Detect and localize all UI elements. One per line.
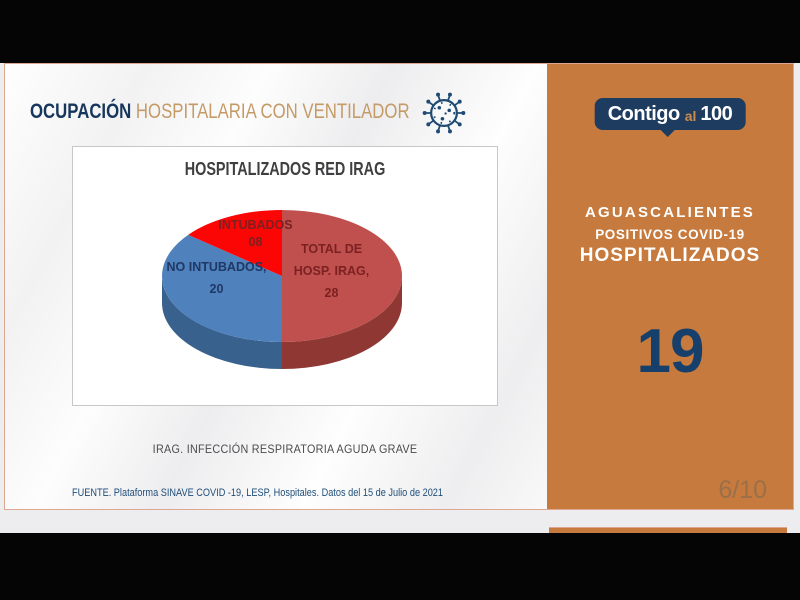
label-total-2: HOSP. IRAG, <box>294 264 369 278</box>
label-no-intubados: NO INTUBADOS, <box>167 260 267 274</box>
source-note: FUENTE. Plataforma SINAVE COVID -19, LES… <box>72 487 444 499</box>
slide-title-rest: HOSPITALARIA CON VENTILADOR <box>131 99 410 123</box>
logo-text-al: al <box>684 107 697 124</box>
hospitalizados-label: HOSPITALIZADOS <box>579 245 761 266</box>
label-total-value: 28 <box>325 286 339 300</box>
label-no-intubados-value: 20 <box>210 282 224 296</box>
next-slide-preview <box>549 527 787 533</box>
virus-icon <box>421 90 467 136</box>
slide: OCUPACIÓN HOSPITALARIA CON VENTILADOR <box>4 63 794 510</box>
label-intubados: INTUBADOS <box>218 218 292 232</box>
label-intubados-value: 08 <box>249 235 263 249</box>
pie-slice-no-intubados <box>162 234 282 342</box>
pie-chart: INTUBADOS 08 TOTAL DE HOSP. IRAG, 28 NO … <box>152 201 414 376</box>
irag-definition-note: IRAG. INFECCIÓN RESPIRATORIA AGUDA GRAVE <box>152 442 418 456</box>
positivos-label: POSITIVOS COVID-19 <box>595 227 745 242</box>
sidebar-headline: AGUASCALIENTES POSITIVOS COVID-19 HOSPIT… <box>547 204 793 267</box>
sidebar-panel: Contigo al 100 AGUASCALIENTES POSITIVOS … <box>547 64 793 509</box>
region-label: AGUASCALIENTES <box>585 204 755 221</box>
pie-slice-intubados <box>188 210 282 276</box>
pie-slice-total <box>282 210 402 342</box>
pie-rim-total <box>282 276 402 369</box>
hospitalized-count: 19 <box>636 317 705 386</box>
label-total-1: TOTAL DE <box>301 242 362 256</box>
pie-rim-no-intubados <box>162 276 282 369</box>
slide-title-bold: OCUPACIÓN <box>30 99 132 123</box>
contigo-al-100-logo: Contigo al 100 <box>594 98 746 137</box>
slide-title: OCUPACIÓN HOSPITALARIA CON VENTILADOR <box>30 99 517 124</box>
logo-text-100: 100 <box>700 102 733 125</box>
logo-text-contigo: Contigo <box>607 102 681 125</box>
chart-title: HOSPITALIZADOS RED IRAG <box>184 159 386 179</box>
chart-box: HOSPITALIZADOS RED IRAG INTUBADOS 08 TOT… <box>72 146 498 406</box>
slide-page-indicator: 6/10 <box>718 476 767 504</box>
